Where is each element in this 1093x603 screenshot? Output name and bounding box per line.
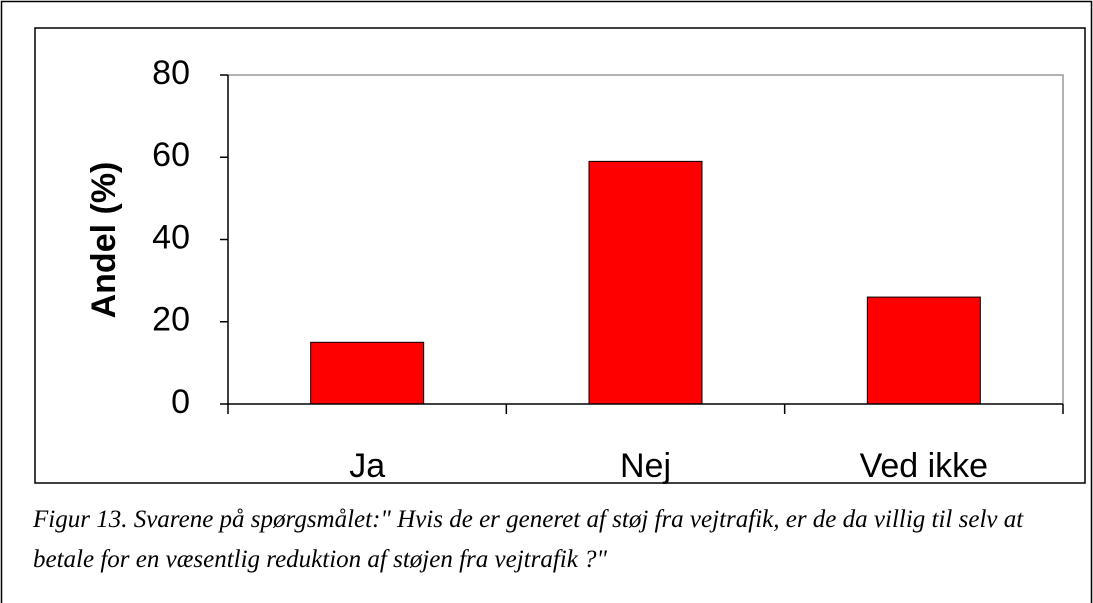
y-tick-label: 0 [171,383,190,421]
caption: Figur 13. Svarene på spørgsmålet:" Hvis … [33,506,1024,573]
y-axis-title: Andel (%) [85,162,123,319]
bar [588,160,703,405]
y-tick-label: 20 [152,301,190,339]
chart-frame [34,27,1086,484]
x-tick-label: Nej [620,447,671,485]
bar [310,341,425,405]
y-tick-label: 60 [152,136,190,174]
y-tick-label: 40 [152,218,190,256]
y-tick-label: 80 [152,54,190,92]
x-tick-label: Ved ikke [860,447,989,485]
x-tick-label: Ja [349,447,385,485]
plot-border [228,74,1064,404]
bar [866,296,981,405]
